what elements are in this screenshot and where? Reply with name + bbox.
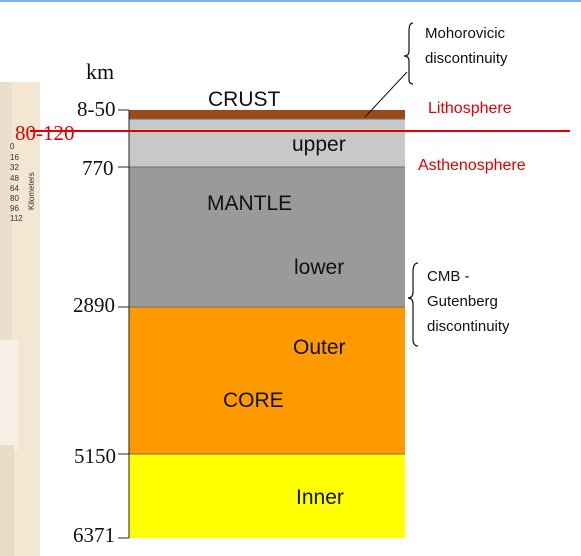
inset-axis-label: Kilometers <box>27 172 36 210</box>
inset-tick-96: 96 <box>10 204 19 213</box>
moho-label-line2: discontinuity <box>425 50 508 67</box>
inset-tick-80: 80 <box>10 194 19 203</box>
cmb-label-line3: discontinuity <box>427 318 510 335</box>
asthenosphere-label: Asthenosphere <box>418 157 526 174</box>
depth-label-5150: 5150 <box>74 444 116 468</box>
depth-label-6371: 6371 <box>73 523 115 547</box>
outer-label: Outer <box>293 336 346 359</box>
top-border <box>0 0 581 8</box>
mantle-label: MANTLE <box>207 192 292 215</box>
cmb-label-line1: CMB - <box>427 268 470 285</box>
cmb-label-line2: Gutenberg <box>427 293 498 310</box>
crust-label: CRUST <box>208 88 281 111</box>
core-label: CORE <box>223 389 284 412</box>
inset-tick-48: 48 <box>10 174 19 183</box>
earth-layer-column <box>118 109 405 539</box>
moho-bracket <box>403 22 414 85</box>
depth-label-770: 770 <box>82 156 114 180</box>
depth-label-2890: 2890 <box>73 293 115 317</box>
inner-label: Inner <box>296 486 344 509</box>
inset-tick-64: 64 <box>10 184 19 193</box>
inset-tick-32: 32 <box>10 163 19 172</box>
inset-tick-0: 0 <box>10 142 15 151</box>
depth-label-8-50: 8-50 <box>77 97 116 121</box>
upper-label: upper <box>292 133 346 156</box>
crust-layer <box>129 110 405 119</box>
left-inset-image: 0 16 32 48 64 80 96 112 Kilometers <box>0 82 40 556</box>
inset-tick-112: 112 <box>10 214 23 223</box>
lithosphere-depth-label: 80-120 <box>15 121 75 145</box>
moho-pointer-line <box>364 71 408 118</box>
moho-label-line1: Mohorovicic <box>425 25 506 42</box>
inset-tick-16: 16 <box>10 153 19 162</box>
outer-core-layer <box>129 307 405 454</box>
lower-mantle-layer <box>129 167 405 307</box>
lithosphere-label: Lithosphere <box>428 100 512 117</box>
inset-light-patch <box>0 340 18 450</box>
km-label: km <box>86 59 114 84</box>
inset-lower-patch <box>0 445 14 556</box>
inner-core-layer <box>129 454 405 538</box>
upper-mantle-layer <box>129 119 405 167</box>
cmb-bracket <box>407 262 419 347</box>
lower-label: lower <box>294 256 344 279</box>
